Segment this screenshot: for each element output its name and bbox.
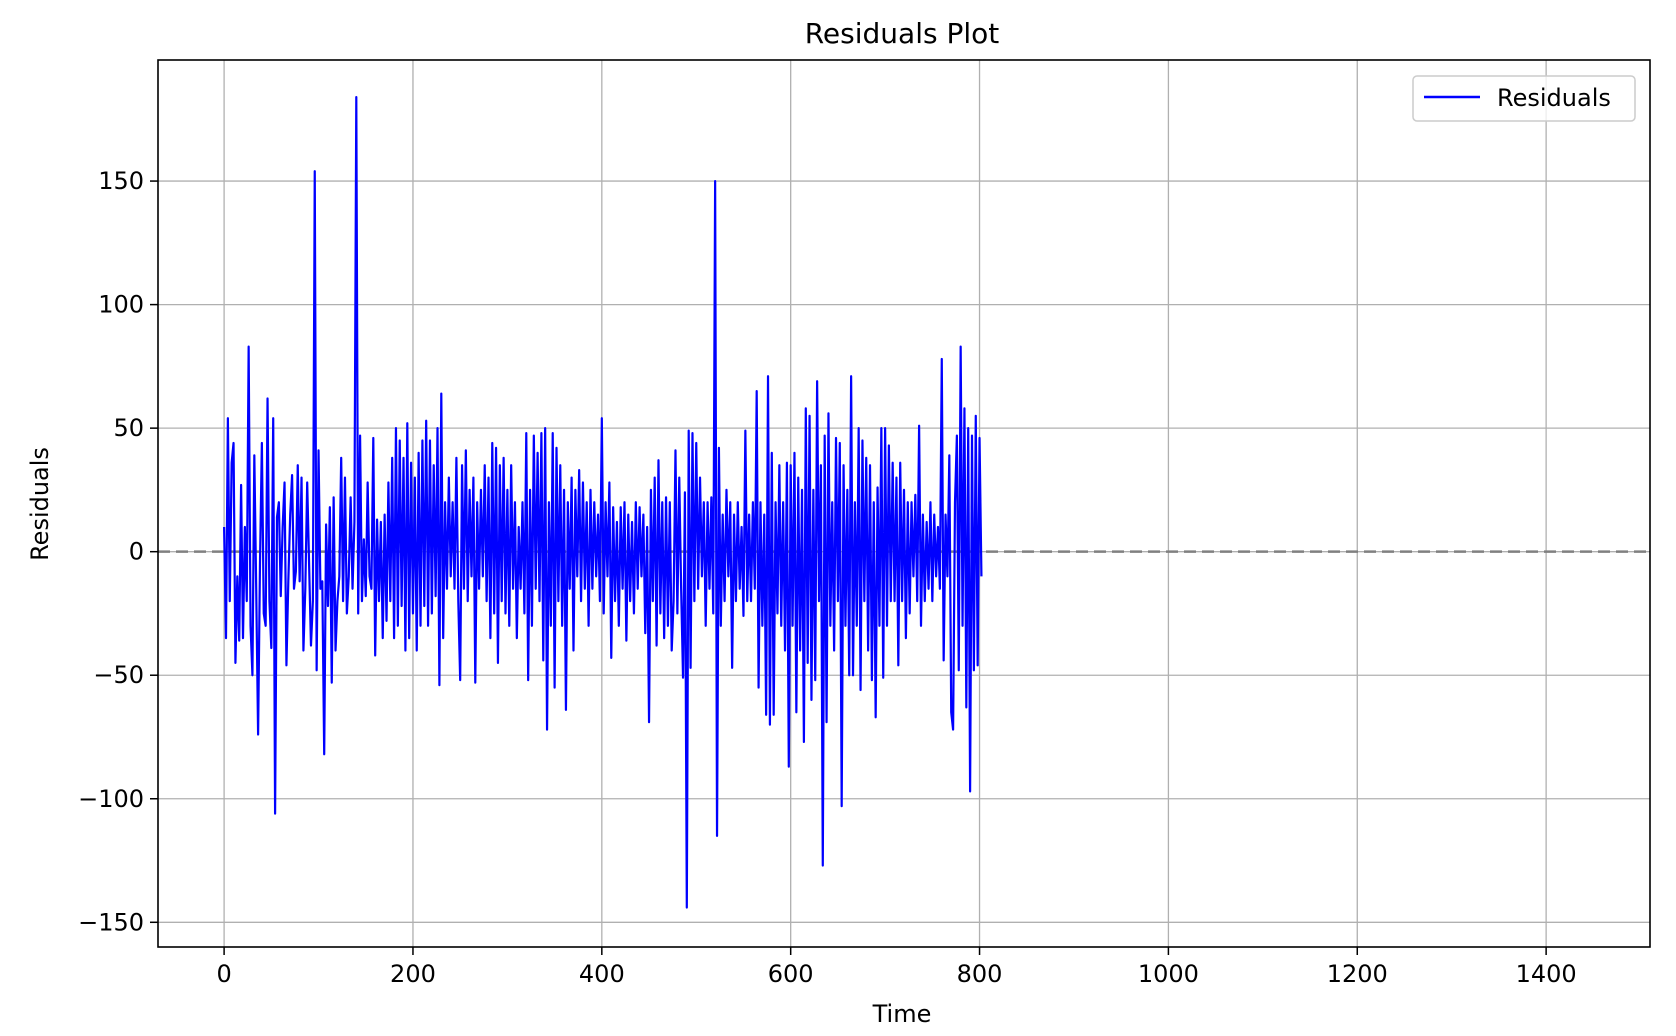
x-tick-label: 600 (768, 960, 814, 988)
y-axis-ticks: −150 −100 −50 0 50 100 150 (78, 167, 158, 936)
y-tick-label: 50 (113, 414, 144, 442)
x-axis-label: Time (872, 1000, 932, 1028)
x-axis-ticks: 0 200 400 600 800 1000 1200 1400 (216, 947, 1577, 988)
legend: Residuals (1412, 75, 1636, 122)
x-tick-label: 400 (579, 960, 625, 988)
x-tick-label: 1000 (1138, 960, 1199, 988)
y-tick-label: −100 (78, 785, 144, 813)
y-tick-label: −50 (93, 661, 144, 689)
x-tick-label: 1400 (1516, 960, 1577, 988)
y-tick-label: −150 (78, 908, 144, 936)
y-tick-label: 100 (98, 291, 144, 319)
y-tick-label: 0 (129, 538, 144, 566)
y-tick-label: 150 (98, 167, 144, 195)
legend-box (1412, 75, 1636, 122)
chart-title: Residuals Plot (805, 17, 1000, 50)
legend-label-residuals: Residuals (1497, 84, 1611, 112)
x-tick-label: 1200 (1327, 960, 1388, 988)
plot-frame (157, 59, 1651, 948)
x-tick-label: 200 (390, 960, 436, 988)
x-tick-label: 800 (957, 960, 1003, 988)
y-axis-label: Residuals (26, 447, 54, 561)
x-tick-label: 0 (216, 960, 231, 988)
residuals-series-line (223, 95, 983, 909)
